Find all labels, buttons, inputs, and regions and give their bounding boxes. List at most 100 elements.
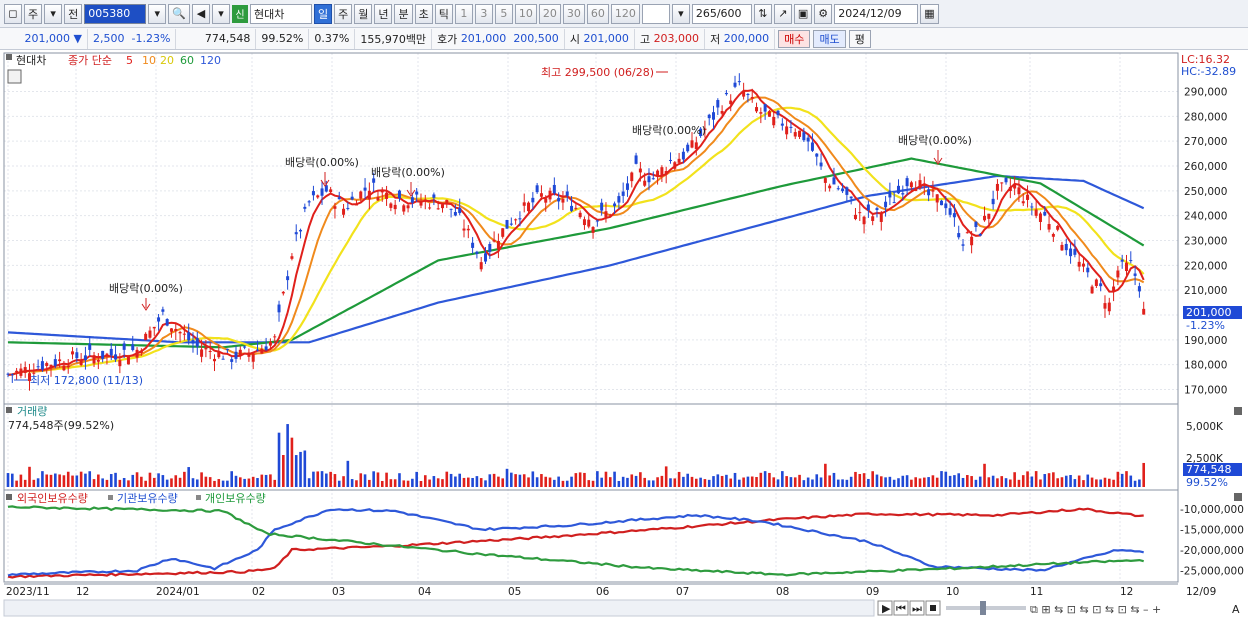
font-a-icon[interactable]: A: [1232, 603, 1240, 616]
draw-icon[interactable]: ↗: [773, 3, 792, 24]
volume-handle-icon[interactable]: [6, 407, 12, 413]
sell-button[interactable]: 매도: [813, 29, 846, 48]
indicator-icon[interactable]: ⇅: [753, 3, 772, 24]
volume-bar: [707, 479, 711, 487]
search-icon[interactable]: 🔍: [168, 3, 190, 24]
minute-20[interactable]: 20: [538, 3, 561, 24]
volume-bar: [879, 476, 883, 487]
count-box[interactable]: 265/600: [691, 3, 752, 24]
window-icon[interactable]: ◻: [4, 3, 22, 24]
play-icon[interactable]: ▶: [882, 602, 891, 615]
minute-120[interactable]: 120: [610, 3, 640, 24]
volume-bar: [376, 472, 380, 487]
scroll-controls[interactable]: ▶ ⏮ ⏭ ⧉ ⊞ ⇆ ⊡ ⇆ ⊡ ⇆ ⊡ ⇆ – + A: [877, 600, 1240, 616]
minute-5[interactable]: 5: [494, 3, 513, 24]
candle-body: [952, 213, 956, 218]
speaker-icon[interactable]: ◀: [191, 3, 210, 24]
gear-icon[interactable]: ⚙: [814, 3, 833, 24]
volume-bar: [316, 471, 320, 487]
fast-forward-icon[interactable]: [909, 600, 925, 616]
chevron-down-icon[interactable]: ▾: [671, 3, 690, 24]
period-year[interactable]: 년: [374, 3, 393, 24]
volume-bar: [578, 472, 582, 487]
volume-bar: [1060, 477, 1064, 487]
minute-60[interactable]: 60: [586, 3, 609, 24]
volume-bar: [518, 474, 522, 487]
close-volume-icon[interactable]: [1234, 407, 1242, 415]
candle-body: [651, 178, 655, 180]
candle-body: [71, 351, 75, 355]
volume-bar: [359, 473, 363, 487]
chart-area[interactable]: 290,000 280,000 270,000 260,000 250,000 240,0…: [0, 50, 1248, 621]
period-second[interactable]: 초: [414, 3, 433, 24]
candle-body: [1047, 224, 1051, 230]
volume-bar: [1103, 477, 1107, 487]
minute-3[interactable]: 3: [474, 3, 493, 24]
tab-main[interactable]: 주: [24, 3, 43, 24]
grid: [4, 53, 1178, 582]
minute-dropdown[interactable]: [641, 3, 670, 24]
candle-body: [914, 188, 918, 191]
buy-button[interactable]: 매수: [778, 29, 811, 48]
candle-body: [681, 151, 685, 160]
volume-bar: [114, 472, 117, 487]
volume-bar: [746, 476, 750, 487]
price-tick-label: 270,000: [1184, 136, 1227, 148]
dividend-label-4: 배당락(0.00%): [632, 124, 706, 137]
minute-30[interactable]: 30: [562, 3, 585, 24]
period-week[interactable]: 주: [334, 3, 353, 24]
volume-bar: [617, 480, 621, 487]
candle-body: [1030, 206, 1034, 208]
panel-handle-icon[interactable]: [6, 54, 12, 60]
toolbar-icons[interactable]: ⧉ ⊞ ⇆ ⊡ ⇆ ⊡ ⇆ ⊡ ⇆ – +: [1030, 603, 1161, 616]
volume-bar: [183, 471, 186, 487]
minute-10[interactable]: 10: [514, 3, 537, 24]
candle-body: [1081, 263, 1085, 267]
candle-body: [101, 350, 105, 359]
stock-code-input[interactable]: 005380: [84, 3, 147, 24]
scroll-next-icon[interactable]: [877, 600, 893, 616]
candle-body: [471, 242, 475, 248]
period-month[interactable]: 월: [354, 3, 373, 24]
candle-body: [475, 251, 479, 254]
scroll-track[interactable]: [3, 599, 875, 617]
candle-body: [191, 340, 195, 344]
candle-body: [742, 91, 746, 97]
tab-all[interactable]: 전: [64, 3, 83, 24]
table-icon[interactable]: [7, 69, 22, 84]
volume-bar: [131, 474, 135, 487]
period-tick[interactable]: 틱: [434, 3, 453, 24]
date-input[interactable]: 2024/12/09: [834, 3, 919, 24]
save-icon[interactable]: ▣: [793, 3, 813, 24]
volume-bar: [806, 477, 810, 487]
calendar-icon[interactable]: ▦: [920, 3, 939, 24]
chevron-down-icon[interactable]: ▾: [44, 3, 63, 24]
zoom-slider-thumb[interactable]: [980, 601, 986, 615]
candle-body: [492, 239, 496, 242]
eval-button[interactable]: 평: [848, 29, 871, 48]
volume-bar: [79, 471, 83, 487]
chevron-down-icon[interactable]: ▾: [211, 3, 230, 24]
minute-1[interactable]: 1: [454, 3, 473, 24]
volume-bar: [441, 479, 444, 487]
stock-name-box: 현대차: [249, 3, 312, 24]
close-holding-icon[interactable]: [1234, 493, 1242, 501]
volume-bar: [935, 477, 939, 487]
volume-bar: [695, 478, 698, 487]
candle-body: [522, 202, 526, 206]
period-minute[interactable]: 분: [394, 3, 413, 24]
candle-body: [871, 216, 875, 221]
volume-bar: [522, 474, 526, 487]
volume-bar: [436, 478, 440, 487]
open-label: 시: [569, 32, 580, 46]
rewind-icon[interactable]: [893, 600, 909, 616]
volume-bar: [174, 475, 178, 487]
code-dropdown-icon[interactable]: ▾: [148, 3, 167, 24]
volume-bar: [583, 472, 586, 487]
volume-bar: [49, 474, 53, 487]
holding-handle-icon[interactable]: [6, 494, 12, 500]
candle-body: [436, 208, 440, 210]
volume-bar: [419, 480, 423, 487]
period-day[interactable]: 일: [313, 3, 333, 24]
candle-body: [660, 167, 664, 176]
